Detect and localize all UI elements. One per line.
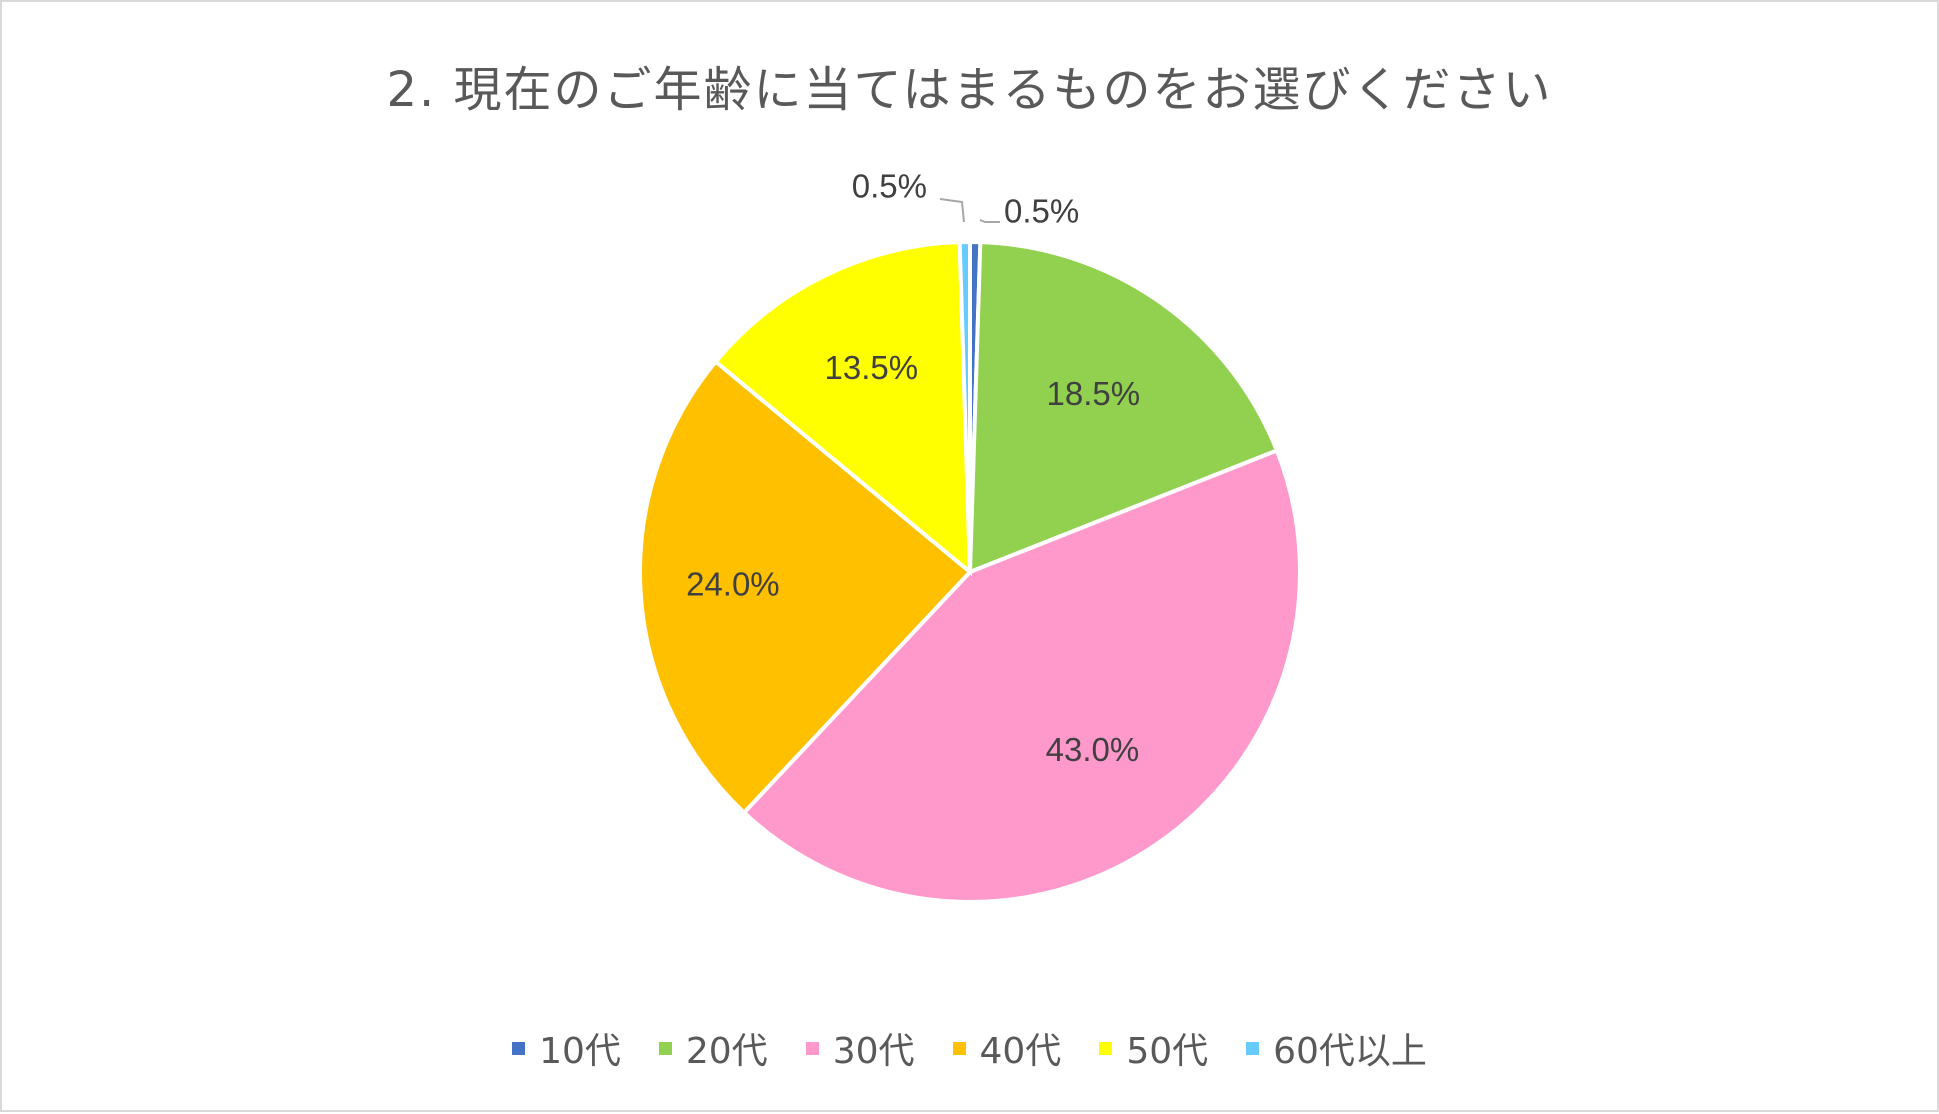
legend-swatch-4 bbox=[952, 1041, 966, 1055]
legend-swatch-5 bbox=[1099, 1041, 1113, 1055]
pie-slice-2 bbox=[967, 240, 1280, 575]
legend-item-6: 60代以上 bbox=[1246, 1022, 1427, 1074]
data-label-2: 18.5% bbox=[1047, 375, 1141, 412]
legend-label-5: 50代 bbox=[1126, 1031, 1209, 1072]
legend-swatch-1 bbox=[512, 1041, 526, 1055]
pie-slice-3 bbox=[741, 447, 1302, 904]
legend-item-2: 20代 bbox=[658, 1022, 768, 1074]
data-label-5: 13.5% bbox=[824, 349, 918, 386]
data-label-3: 43.0% bbox=[1046, 731, 1140, 768]
legend-label-2: 20代 bbox=[685, 1031, 768, 1072]
legend-label-1: 10代 bbox=[539, 1031, 621, 1072]
legend-item-1: 10代 bbox=[512, 1022, 621, 1074]
leader-line-1 bbox=[979, 219, 1000, 223]
data-labels: 0.5% 18.5% 43.0% 24.0% 13.5% 0.5% bbox=[686, 168, 1140, 768]
pie-slice-6 bbox=[957, 239, 972, 573]
data-label-1: 0.5% bbox=[1004, 193, 1079, 230]
pie-slices bbox=[638, 239, 1302, 904]
chart-title: 2. 現在のご年齢に当てはまるものをお選びください bbox=[386, 62, 1553, 118]
leader-lines bbox=[939, 198, 1000, 223]
legend-swatch-6 bbox=[1246, 1041, 1260, 1055]
data-label-6: 0.5% bbox=[852, 168, 927, 205]
legend-label-3: 30代 bbox=[832, 1031, 915, 1072]
legend-item-3: 30代 bbox=[805, 1022, 915, 1074]
legend-label-6: 60代以上 bbox=[1273, 1031, 1427, 1072]
legend: 10代 20代 30代 40代 50代 60代以上 bbox=[2, 1022, 1937, 1074]
legend-swatch-2 bbox=[658, 1041, 672, 1055]
legend-item-5: 50代 bbox=[1099, 1022, 1208, 1074]
legend-swatch-3 bbox=[805, 1041, 819, 1055]
legend-item-4: 40代 bbox=[952, 1022, 1062, 1074]
data-label-4: 24.0% bbox=[686, 566, 780, 603]
pie-slice-5 bbox=[712, 240, 973, 577]
pie-slice-4 bbox=[638, 358, 973, 816]
leader-line-6 bbox=[939, 198, 965, 223]
legend-label-4: 40代 bbox=[979, 1031, 1062, 1072]
